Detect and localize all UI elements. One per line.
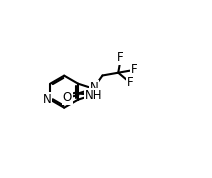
Text: N: N (90, 81, 99, 94)
Text: N: N (43, 93, 52, 106)
Text: F: F (131, 63, 137, 76)
Text: NH: NH (85, 89, 102, 102)
Text: O: O (63, 91, 72, 104)
Text: F: F (117, 51, 124, 64)
Text: F: F (127, 76, 134, 89)
